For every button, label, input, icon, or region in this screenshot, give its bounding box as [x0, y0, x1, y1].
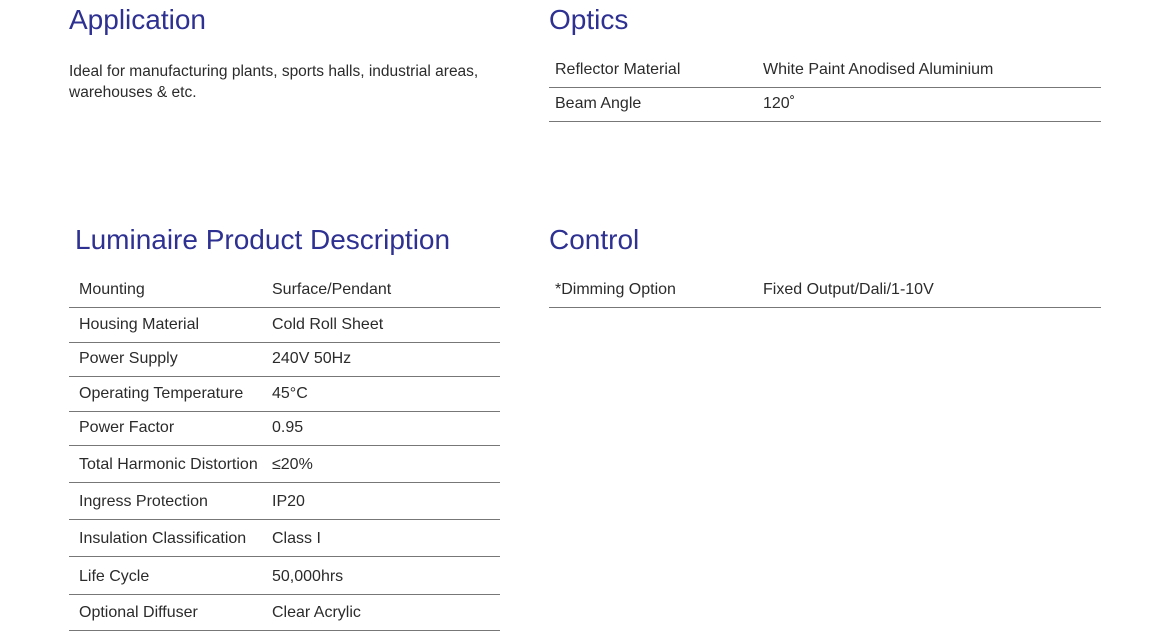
- spec-value: 45°C: [272, 385, 308, 402]
- spec-label: *Dimming Option: [555, 281, 676, 298]
- luminaire-heading: Luminaire Product Description: [75, 224, 451, 255]
- table-row: Housing Material Cold Roll Sheet: [69, 308, 500, 343]
- table-row: Total Harmonic Distortion ≤20%: [69, 446, 500, 483]
- spec-label: Operating Temperature: [79, 385, 244, 402]
- table-row: Power Factor 0.95: [69, 412, 500, 446]
- spec-label: Mounting: [79, 281, 145, 298]
- spec-value: ≤20%: [272, 456, 313, 473]
- spec-label: Insulation Classification: [79, 530, 247, 547]
- spec-label: Ingress Protection: [79, 493, 208, 510]
- spec-value: IP20: [272, 493, 305, 510]
- spec-value: White Paint Anodised Aluminium: [763, 61, 994, 78]
- table-row: Insulation Classification Class I: [69, 520, 500, 557]
- spec-label: Life Cycle: [79, 568, 150, 585]
- application-text: Ideal for manufacturing plants, sports h…: [69, 63, 479, 101]
- spec-value: Clear Acrylic: [272, 604, 361, 621]
- spec-value: Surface/Pendant: [272, 281, 392, 298]
- spec-label: Power Factor: [79, 419, 175, 436]
- table-row: Reflector Material White Paint Anodised A…: [549, 52, 1101, 88]
- spec-label: Housing Material: [79, 316, 200, 333]
- spec-value: 50,000hrs: [272, 568, 344, 585]
- spec-value: 120˚: [763, 95, 796, 112]
- table-row: *Dimming Option Fixed Output/Dali/1-10V: [549, 272, 1101, 308]
- table-row: Mounting Surface/Pendant: [69, 272, 500, 308]
- control-table: *Dimming Option Fixed Output/Dali/1-10V: [549, 272, 1101, 308]
- table-row: Operating Temperature 45°C: [69, 377, 500, 412]
- table-row: Life Cycle 50,000hrs: [69, 557, 500, 595]
- table-row: Beam Angle 120˚: [549, 88, 1101, 122]
- spec-label: Power Supply: [79, 350, 178, 367]
- table-row: Ingress Protection IP20: [69, 483, 500, 520]
- spec-value: 240V 50Hz: [272, 350, 352, 367]
- table-row: Power Supply 240V 50Hz: [69, 343, 500, 377]
- spec-label: Reflector Material: [555, 61, 681, 78]
- spec-label: Total Harmonic Distortion: [79, 456, 258, 473]
- spec-value: Class I: [272, 530, 321, 547]
- spec-value: 0.95: [272, 419, 304, 436]
- spec-value: Fixed Output/Dali/1-10V: [763, 281, 934, 298]
- control-heading: Control: [549, 224, 640, 255]
- spec-value: Cold Roll Sheet: [272, 316, 384, 333]
- table-row: Optional Diffuser Clear Acrylic: [69, 595, 500, 631]
- spec-label: Beam Angle: [555, 95, 642, 112]
- optics-table: Reflector Material White Paint Anodised A…: [549, 52, 1101, 122]
- application-heading: Application: [69, 4, 206, 35]
- luminaire-table: Mounting Surface/Pendant Housing Material C…: [69, 272, 500, 631]
- spec-label: Optional Diffuser: [79, 604, 198, 621]
- optics-heading: Optics: [549, 4, 629, 35]
